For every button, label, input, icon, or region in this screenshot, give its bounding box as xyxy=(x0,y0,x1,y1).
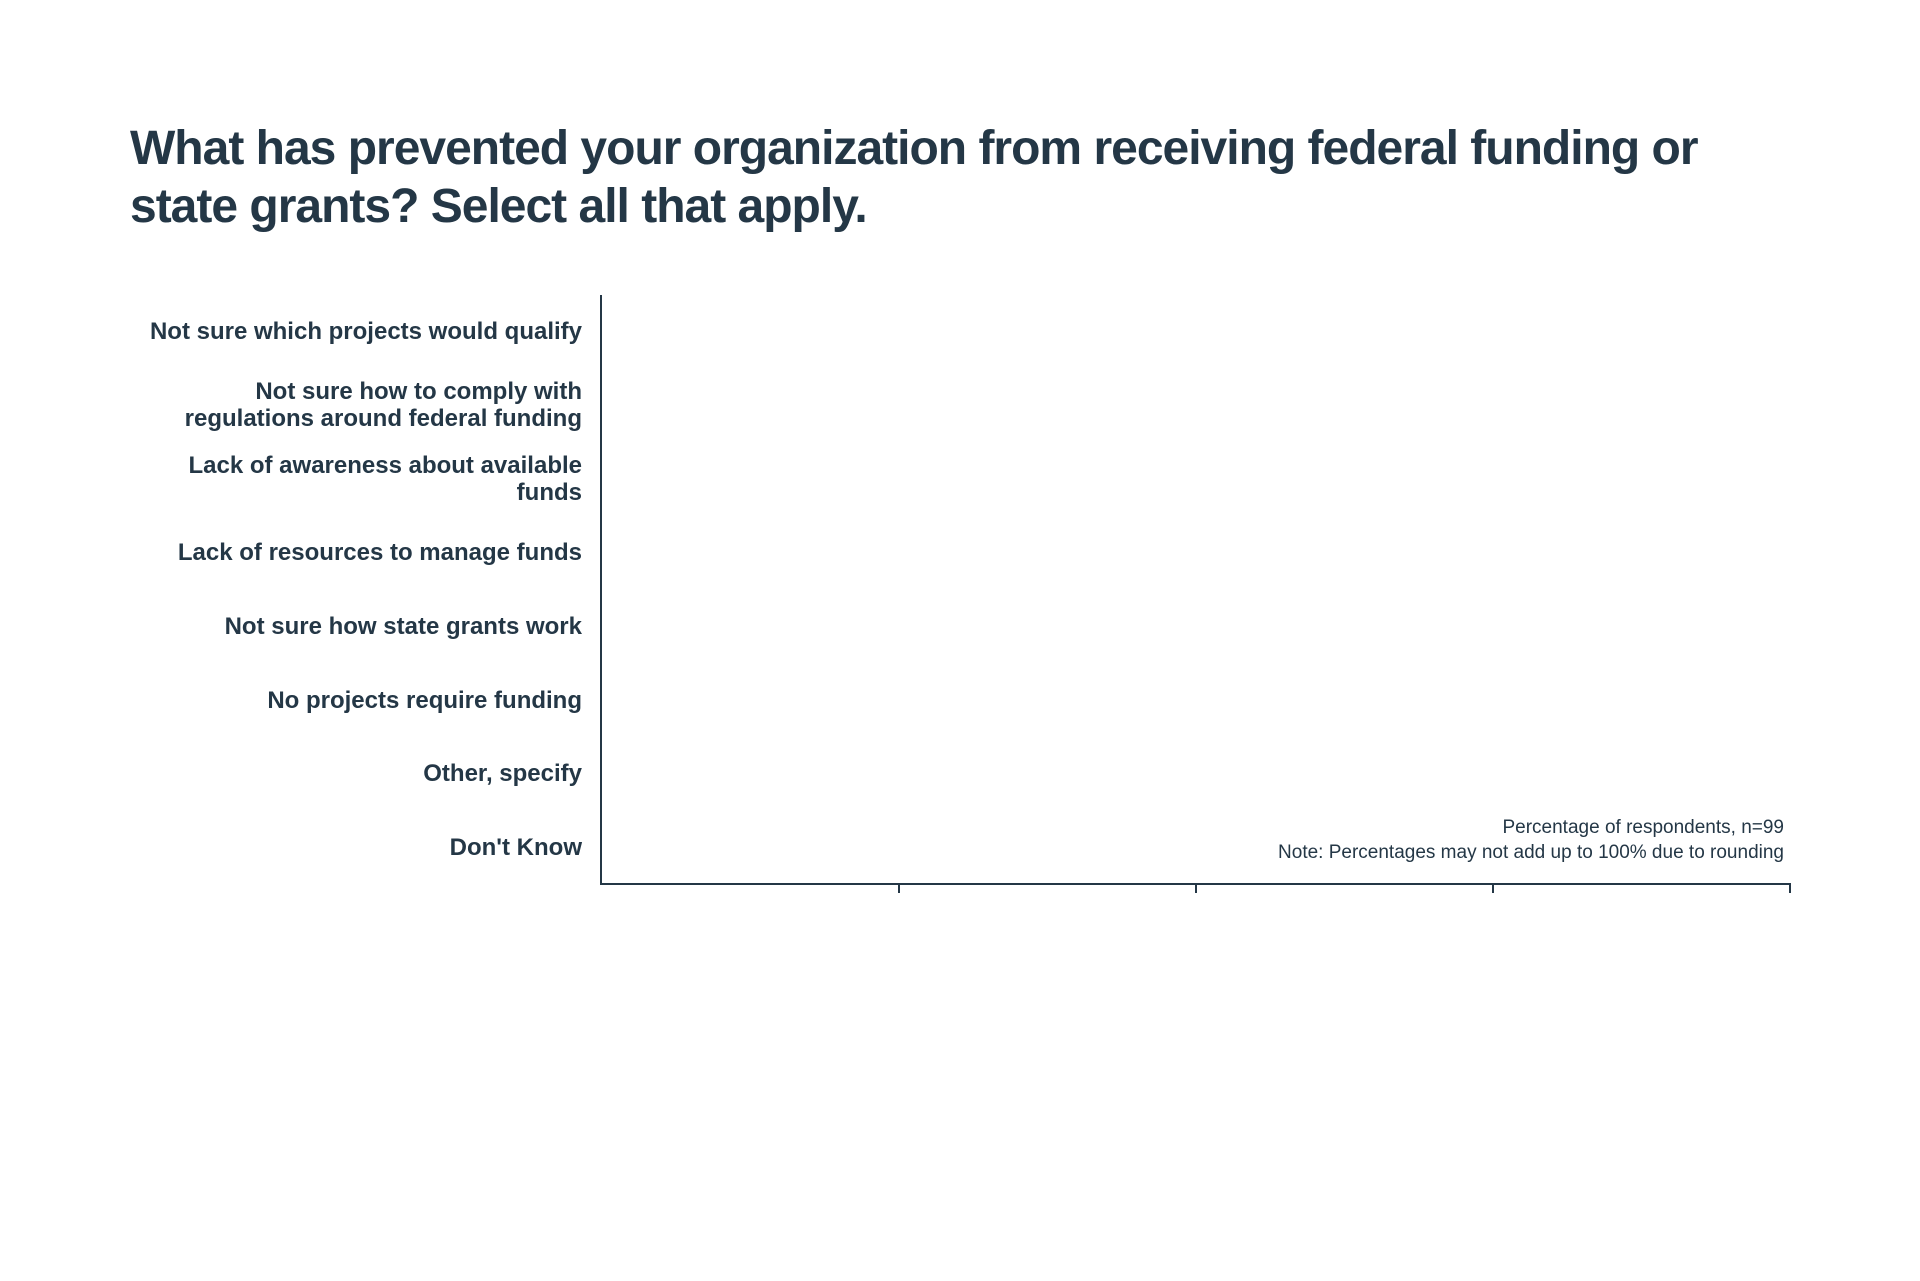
note-line-2: Note: Percentages may not add up to 100%… xyxy=(1278,841,1784,866)
x-axis-tick xyxy=(1195,883,1197,893)
plot-area: Not sure which projects would qualifyNot… xyxy=(130,295,1790,885)
y-axis-label: Don't Know xyxy=(130,812,582,884)
x-axis-ticks xyxy=(602,883,1790,893)
x-axis-tick xyxy=(1789,883,1791,893)
bar-row xyxy=(602,376,1790,447)
y-axis-label: Lack of resources to manage funds xyxy=(130,517,582,589)
y-axis-label: Not sure how to comply with regulations … xyxy=(130,370,582,442)
bars-area: Percentage of respondents, n=99 Note: Pe… xyxy=(600,295,1790,885)
bars-stack xyxy=(602,295,1790,883)
bar-row xyxy=(602,447,1790,518)
x-axis-tick xyxy=(898,883,900,893)
bar-row xyxy=(602,731,1790,802)
y-axis-label: Not sure which projects would qualify xyxy=(130,296,582,368)
chart-title: What has prevented your organization fro… xyxy=(130,120,1790,235)
y-axis-label: Other, specify xyxy=(130,739,582,811)
y-axis-labels: Not sure which projects would qualifyNot… xyxy=(130,295,600,885)
y-axis-label: No projects require funding xyxy=(130,665,582,737)
chart-note: Percentage of respondents, n=99 Note: Pe… xyxy=(1278,816,1784,865)
chart-container: What has prevented your organization fro… xyxy=(0,0,1920,1005)
note-line-1: Percentage of respondents, n=99 xyxy=(1278,816,1784,841)
x-axis-tick xyxy=(1492,883,1494,893)
bar-row xyxy=(602,518,1790,589)
bar-row xyxy=(602,660,1790,731)
y-axis-label: Lack of awareness about available funds xyxy=(130,444,582,516)
bar-row xyxy=(602,589,1790,660)
y-axis-label: Not sure how state grants work xyxy=(130,591,582,663)
bar-row xyxy=(602,305,1790,376)
